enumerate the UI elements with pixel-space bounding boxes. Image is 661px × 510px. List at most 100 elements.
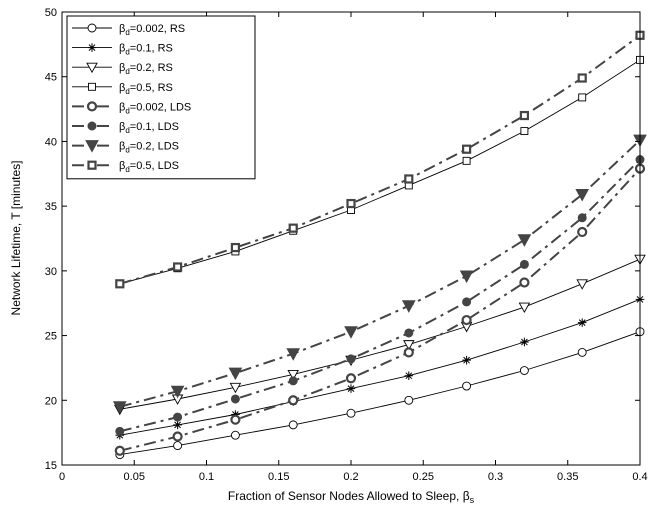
x-tick-label: 0.15 <box>268 471 289 483</box>
data-point <box>228 367 243 381</box>
data-point <box>520 127 529 136</box>
data-point <box>229 382 242 394</box>
y-tick-label: 15 <box>45 460 57 472</box>
series-8 <box>115 30 645 289</box>
data-point <box>172 431 183 442</box>
legend-label: βd=0.1, LDS <box>119 121 179 135</box>
y-tick-label: 50 <box>45 7 57 19</box>
legend-marker <box>87 121 97 131</box>
data-point <box>577 73 587 83</box>
data-point <box>173 420 182 430</box>
data-point <box>115 279 125 289</box>
data-point <box>173 262 183 272</box>
data-point <box>346 354 356 364</box>
data-point <box>461 314 472 326</box>
x-tick-label: 0.2 <box>343 471 358 483</box>
legend-marker <box>86 62 98 74</box>
y-tick-label: 25 <box>45 331 57 343</box>
legend-box <box>66 15 256 180</box>
data-point <box>404 328 414 338</box>
series-1 <box>115 327 645 460</box>
x-tick-label: 0.4 <box>632 471 647 483</box>
data-point <box>520 337 529 347</box>
series-layer <box>112 30 647 460</box>
data-point <box>286 348 301 361</box>
x-axis-label: Fraction of Sensor Nodes Allowed to Slee… <box>228 489 475 505</box>
data-point <box>287 369 299 381</box>
series-line <box>119 139 641 408</box>
data-point <box>173 412 183 422</box>
series-line <box>119 158 641 433</box>
data-point <box>519 259 529 269</box>
data-point <box>462 355 471 365</box>
legend-label: βd=0.5, RS <box>119 82 173 96</box>
y-tick-label: 45 <box>45 72 57 84</box>
data-point <box>518 302 531 314</box>
data-point <box>346 408 356 418</box>
data-point <box>230 242 240 253</box>
data-point <box>404 371 414 380</box>
data-point <box>115 426 125 436</box>
x-tick-label: 0.35 <box>557 471 578 483</box>
series-3 <box>114 254 646 416</box>
x-tick-label: 0 <box>59 471 65 483</box>
legend-marker <box>87 160 97 170</box>
legend-item: βd=0.5, RS <box>72 82 173 96</box>
data-point <box>230 394 240 404</box>
data-point <box>577 318 587 327</box>
y-tick-label: 30 <box>45 266 57 278</box>
data-point <box>345 373 357 384</box>
data-point <box>403 347 414 358</box>
data-point <box>519 366 529 375</box>
legend-label: βd=0.1, RS <box>119 43 173 57</box>
data-point <box>576 279 588 290</box>
data-point <box>344 326 358 339</box>
legend-item: βd=0.2, RS <box>72 62 173 76</box>
y-tick-label: 40 <box>45 136 57 148</box>
data-point <box>346 384 356 393</box>
series-2 <box>115 295 645 440</box>
series-line <box>119 258 641 410</box>
x-tick-label: 0.1 <box>199 471 214 483</box>
data-point <box>173 441 183 451</box>
legend-item: βd=0.002, LDS <box>72 101 191 115</box>
legend: βd=0.002, RS βd=0.1, RS βd=0.2, RS βd=0.5, … <box>66 15 256 180</box>
data-point <box>112 401 127 414</box>
series-line <box>119 59 641 285</box>
data-point <box>517 234 532 247</box>
legend-item: βd=0.5, LDS <box>72 160 179 174</box>
data-point <box>578 93 587 102</box>
data-point <box>230 414 241 425</box>
legend-label: βd=0.2, RS <box>119 62 173 76</box>
y-tick-label: 35 <box>45 201 57 213</box>
legend-marker <box>87 23 97 33</box>
series-line <box>119 331 641 456</box>
legend-item: βd=0.1, LDS <box>72 121 179 135</box>
data-point <box>288 395 299 406</box>
series-6 <box>115 155 645 436</box>
x-tick-label: 0.3 <box>488 471 503 483</box>
data-point <box>519 277 530 288</box>
y-axis-label: Network Lifetime, T [minutes] <box>9 161 23 316</box>
data-point <box>288 376 298 386</box>
series-line <box>119 167 641 452</box>
legend-item: βd=0.002, RS <box>72 23 185 37</box>
axis-ticks: 0 0.05 0.1 0.15 0.2 0.25 0.3 0.35 0.4 15 20 25 30 35 4… <box>45 7 648 483</box>
data-point <box>577 213 587 223</box>
legend-marker <box>85 140 99 153</box>
series-line <box>119 34 641 285</box>
x-axis-label-subscript: s <box>470 495 475 505</box>
legend-label: βd=0.002, RS <box>119 23 185 37</box>
data-point <box>170 385 185 399</box>
data-point <box>575 188 590 202</box>
legend-item: βd=0.2, LDS <box>72 140 179 155</box>
data-point <box>404 395 414 405</box>
data-point <box>288 223 298 233</box>
data-point <box>462 156 471 165</box>
series-5 <box>114 163 646 456</box>
data-point <box>404 174 414 184</box>
data-point <box>346 198 356 209</box>
legend-marker <box>88 82 96 91</box>
y-tick-label: 20 <box>45 395 57 407</box>
